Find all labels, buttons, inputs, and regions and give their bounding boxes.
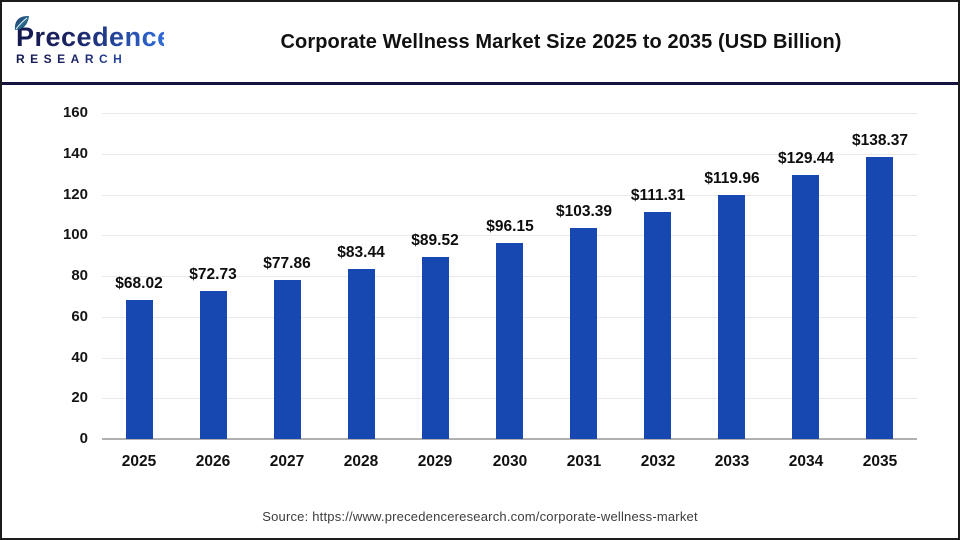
bar-value-label: $138.37 — [851, 132, 909, 149]
bar-value-label: $129.44 — [777, 150, 835, 167]
x-tick-label: 2025 — [121, 453, 157, 470]
x-tick-label: 2034 — [788, 453, 824, 470]
bar — [348, 269, 375, 439]
bar-value-label: $103.39 — [555, 203, 613, 220]
source-text: Source: https://www.precedenceresearch.c… — [262, 509, 698, 524]
bar-value-label: $83.44 — [337, 244, 385, 261]
bar — [126, 300, 153, 439]
bar — [644, 212, 671, 439]
bar — [496, 243, 523, 439]
header-divider — [2, 82, 958, 85]
leaf-icon — [14, 15, 29, 30]
header: Precedence RESEARCH Corporate Wellness M… — [2, 2, 958, 82]
gridline — [102, 235, 917, 236]
y-tick-label: 40 — [71, 349, 88, 366]
bar-value-label: $72.73 — [189, 266, 237, 283]
bar-value-label: $68.02 — [115, 275, 163, 292]
precedence-research-logo: Precedence RESEARCH — [14, 15, 173, 66]
bar-chart: 0 20 40 60 80 100 120 140 160 $68.02 2025 $72.73 202… — [2, 85, 958, 495]
bar — [570, 228, 597, 439]
x-tick-label: 2033 — [714, 453, 750, 470]
gridline — [102, 154, 917, 155]
chart-title: Corporate Wellness Market Size 2025 to 2… — [280, 30, 842, 53]
x-tick-label: 2032 — [640, 453, 676, 470]
bar — [718, 195, 745, 439]
y-tick-label: 160 — [62, 104, 88, 121]
gridline — [102, 195, 917, 196]
logo-subtitle: RESEARCH — [16, 52, 164, 66]
y-tick-label: 120 — [62, 186, 88, 203]
x-axis-line — [102, 438, 917, 440]
y-tick-label: 100 — [62, 226, 88, 243]
bar — [200, 291, 227, 439]
x-tick-label: 2035 — [862, 453, 898, 470]
x-tick-label: 2026 — [195, 453, 231, 470]
y-tick-label: 140 — [62, 145, 88, 162]
gridline — [102, 113, 917, 114]
y-tick-label: 80 — [71, 267, 88, 284]
logo-wordmark: Precedence — [16, 21, 173, 52]
bar-value-label: $89.52 — [411, 232, 459, 249]
bar-value-label: $96.15 — [486, 218, 534, 235]
bar — [866, 157, 893, 439]
bar — [274, 280, 301, 439]
bar — [422, 257, 449, 439]
x-tick-label: 2031 — [566, 453, 602, 470]
x-tick-label: 2027 — [269, 453, 305, 470]
x-tick-label: 2030 — [492, 453, 528, 470]
x-tick-label: 2029 — [417, 453, 453, 470]
bar-value-label: $119.96 — [704, 170, 760, 187]
bar-value-label: $111.31 — [630, 187, 686, 204]
bar — [792, 175, 819, 439]
y-tick-label: 20 — [71, 389, 88, 406]
footer: Source: https://www.precedenceresearch.c… — [2, 495, 958, 538]
y-tick-label: 0 — [79, 430, 88, 447]
y-tick-label: 60 — [71, 308, 88, 325]
bar-value-label: $77.86 — [263, 255, 311, 272]
x-tick-label: 2028 — [343, 453, 379, 470]
